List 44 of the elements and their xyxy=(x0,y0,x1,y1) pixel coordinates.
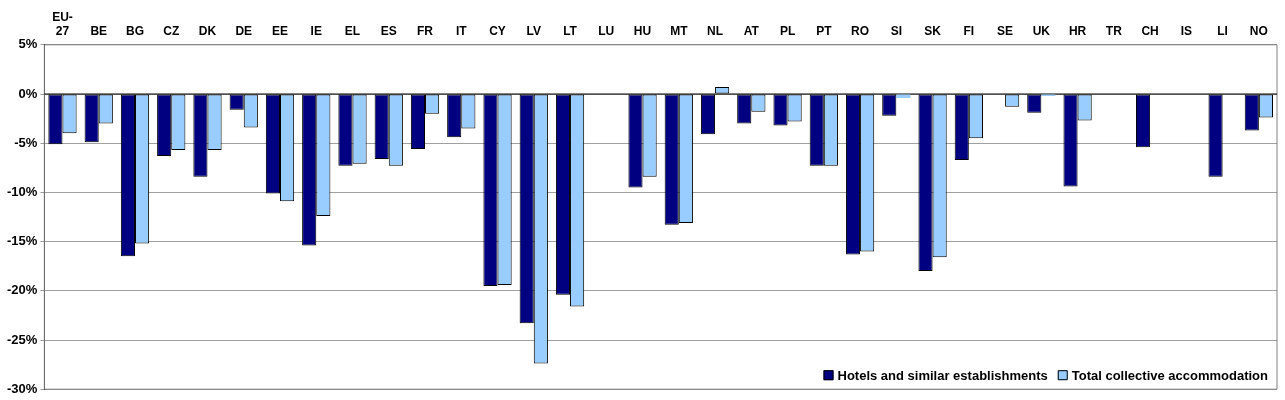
x-tick-label: MT xyxy=(670,23,689,38)
x-tick-label: UK xyxy=(1032,23,1051,38)
x-tick-label: PT xyxy=(816,23,833,38)
x-tick-label: LV xyxy=(526,23,542,38)
x-tick-label: LU xyxy=(598,23,615,38)
x-tick-label: BE xyxy=(90,23,108,38)
x-tick-label: IS xyxy=(1180,23,1193,38)
y-tick-label: -25% xyxy=(6,331,38,347)
x-tick-label: FR xyxy=(417,23,434,38)
x-tick-label: BG xyxy=(125,23,144,38)
x-tick-label: CY xyxy=(489,23,506,38)
x-tick-label: LI xyxy=(1217,23,1228,38)
y-tick-label: -10% xyxy=(6,183,38,199)
y-tick-label: -30% xyxy=(6,380,38,396)
x-tick-label: IT xyxy=(455,23,468,38)
x-tick-label: HR xyxy=(1068,23,1087,38)
y-tick-label: -5% xyxy=(14,134,38,150)
x-tick-label: RO xyxy=(851,23,870,38)
x-tick-label: TR xyxy=(1105,23,1123,38)
x-tick-label: DE xyxy=(235,23,253,38)
x-tick-label: ES xyxy=(380,23,397,38)
legend-label: Total collective accommodation xyxy=(1071,367,1269,383)
x-tick-label: SK xyxy=(924,23,942,38)
x-tick-label: DK xyxy=(198,23,217,38)
x-tick-label: CZ xyxy=(163,23,180,38)
x-tick-label: AT xyxy=(743,23,760,38)
x-tick-label: FI xyxy=(963,23,975,38)
legend-label: Hotels and similar establishments xyxy=(837,367,1048,383)
x-tick-label: SI xyxy=(890,23,902,38)
y-tick-label: -15% xyxy=(6,233,38,249)
x-tick-label: EE xyxy=(271,23,289,38)
x-tick-label: LT xyxy=(563,23,578,38)
y-tick-label: -20% xyxy=(6,282,38,298)
x-tick-label: PL xyxy=(779,23,796,38)
x-tick-label: NL xyxy=(707,23,724,38)
x-tick-label: IE xyxy=(310,23,322,38)
x-tick-label: HU xyxy=(633,23,652,38)
x-tick-label: SE xyxy=(997,23,1014,38)
x-tick-label: EU-27 xyxy=(52,9,73,38)
y-tick-label: 5% xyxy=(18,36,38,52)
x-tick-label: NO xyxy=(1249,23,1268,38)
y-tick-label: 0% xyxy=(18,85,38,101)
x-tick-label: EL xyxy=(344,23,361,38)
x-tick-label: CH xyxy=(1141,23,1159,38)
